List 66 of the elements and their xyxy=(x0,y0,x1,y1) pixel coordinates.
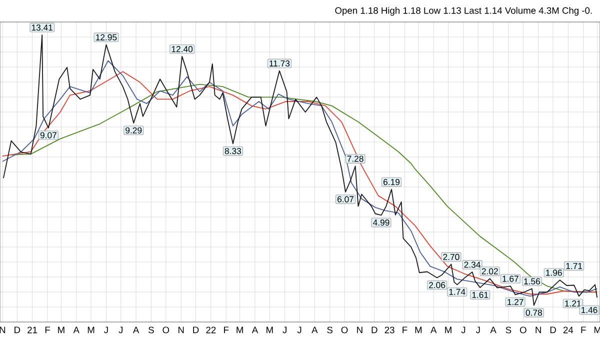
annotation: 12.40 xyxy=(172,46,193,52)
x-tick-label: N xyxy=(0,326,6,334)
x-tick-label: M xyxy=(58,326,64,334)
annotation: 12.95 xyxy=(96,34,117,40)
x-tick-label: D xyxy=(14,326,20,334)
x-tick-label: F xyxy=(224,326,229,334)
annotation: 0.78 xyxy=(526,310,542,316)
x-tick-label: A xyxy=(312,326,318,334)
annotation: 6.07 xyxy=(338,196,354,202)
annotation: 1.96 xyxy=(546,270,562,276)
annotation: 1.46 xyxy=(581,306,598,314)
x-tick-label: J xyxy=(118,326,123,334)
annotation: 11.73 xyxy=(270,60,290,67)
x-tick-label: J xyxy=(282,326,286,334)
x-tick-label: A xyxy=(132,326,140,334)
x-tick-label: 23 xyxy=(384,326,394,334)
x-tick-label: 22 xyxy=(206,326,216,334)
x-tick-label: F xyxy=(402,326,408,334)
x-tick-label: A xyxy=(73,326,80,334)
annotation: 8.33 xyxy=(224,148,242,154)
x-tick-label: J xyxy=(476,326,480,334)
x-tick-label: M xyxy=(445,326,452,334)
x-tick-label: J xyxy=(461,326,466,334)
x-tick-label: M xyxy=(236,326,243,334)
annotation: 4.99 xyxy=(373,219,390,226)
x-tick-label: N xyxy=(536,326,541,334)
annotation: 9.29 xyxy=(126,127,142,134)
x-tick-label: M xyxy=(88,326,94,334)
x-tick-label: J xyxy=(104,326,108,334)
x-tick-label: A xyxy=(490,326,496,334)
x-tick-label: D xyxy=(372,326,378,334)
annotation: 2.70 xyxy=(443,254,460,260)
x-tick-label: S xyxy=(327,326,333,334)
annotation: 1.21 xyxy=(565,300,581,306)
annotation: 1.71 xyxy=(566,263,582,269)
x-tick-label: D xyxy=(550,326,556,334)
annotation: 1.67 xyxy=(502,276,518,282)
x-tick-label: S xyxy=(148,326,154,334)
annotation: 7.28 xyxy=(347,156,364,162)
x-tick-label: N xyxy=(178,326,184,334)
annotation: 1.56 xyxy=(524,278,540,284)
x-tick-label: 24 xyxy=(563,326,574,334)
x-tick-label: M xyxy=(266,326,273,334)
annotation: 13.41 xyxy=(32,24,53,31)
annotation: 1.74 xyxy=(449,288,466,295)
x-tick-label: N xyxy=(357,326,362,334)
x-tick-label: 21 xyxy=(28,326,38,334)
annotation: 1.61 xyxy=(472,292,488,298)
x-tick-label: A xyxy=(430,326,437,334)
annotation: 2.34 xyxy=(464,262,480,268)
x-tick-label: O xyxy=(520,326,526,334)
annotation: 6.19 xyxy=(384,178,400,186)
x-tick-label: J xyxy=(297,326,302,334)
chart-subtitle: Open 1.18 High 1.18 Low 1.13 Last 1.14 Volume 4.3M Chg -0. xyxy=(335,6,592,16)
x-tick-label: F xyxy=(581,326,586,334)
x-tick-label: O xyxy=(162,326,170,334)
x-tick-label: M xyxy=(415,326,422,334)
x-tick-label: S xyxy=(506,326,512,334)
annotation: 2.06 xyxy=(429,282,446,288)
x-tick-label: A xyxy=(252,326,258,334)
x-tick-label: O xyxy=(341,326,348,334)
annotation: 9.07 xyxy=(40,132,56,138)
annotation: 1.27 xyxy=(508,298,524,306)
x-tick-label: D xyxy=(193,326,199,334)
x-tick-label: F xyxy=(45,326,50,334)
annotation: 2.02 xyxy=(482,268,498,274)
